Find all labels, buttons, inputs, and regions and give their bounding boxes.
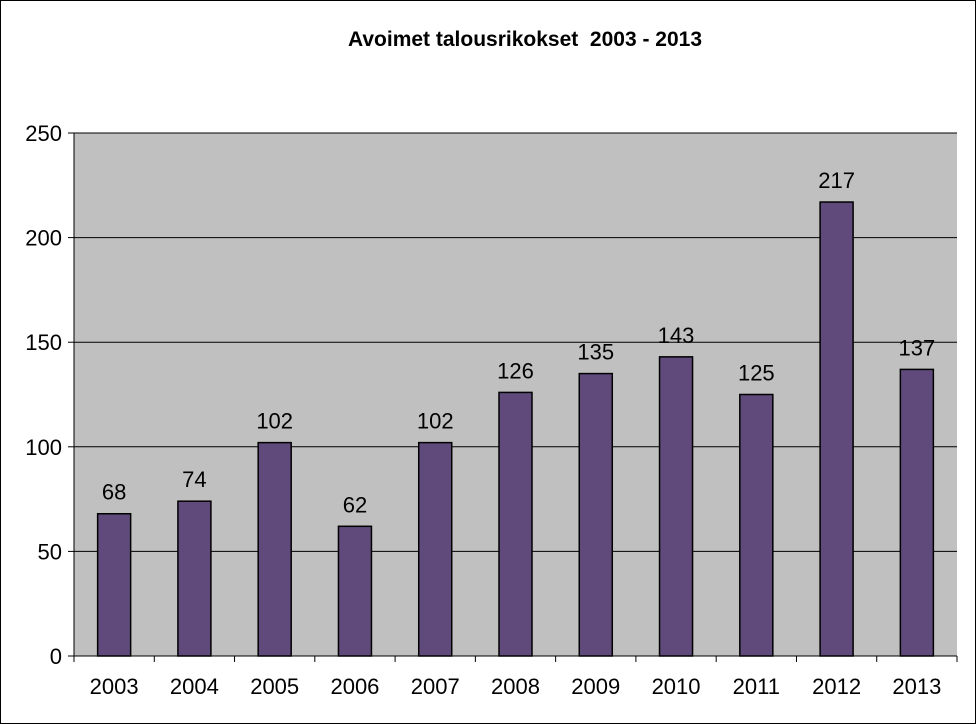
data-label: 143 <box>658 323 695 348</box>
bar <box>498 391 533 657</box>
bar <box>417 441 453 657</box>
axes <box>68 132 958 662</box>
x-tick-label: 2008 <box>491 674 540 699</box>
data-label: 62 <box>343 492 367 517</box>
bar <box>658 356 694 657</box>
bar <box>739 393 774 657</box>
x-tick-label: 2013 <box>892 674 941 699</box>
data-label: 102 <box>256 409 293 434</box>
x-tick-label: 2012 <box>812 674 861 699</box>
x-tick-label: 2010 <box>652 674 701 699</box>
bar <box>819 201 854 657</box>
data-label: 217 <box>818 168 855 193</box>
y-tick-label: 150 <box>25 330 62 355</box>
y-tick-label: 50 <box>38 539 62 564</box>
data-label: 125 <box>738 361 775 386</box>
data-label: 74 <box>182 467 206 492</box>
y-tick-label: 200 <box>25 226 62 251</box>
bar <box>337 525 373 657</box>
x-tick-label: 2006 <box>330 674 379 699</box>
x-tick-label: 2011 <box>733 674 780 699</box>
bar <box>578 372 614 657</box>
data-label: 135 <box>577 340 614 365</box>
x-tick-label: 2004 <box>170 674 219 699</box>
labels: 0 50 100 150 200 250 68 2003 74 2004 102 2005 62 2006… <box>25 121 941 699</box>
bar <box>96 512 132 657</box>
x-tick-label: 2009 <box>571 674 620 699</box>
x-tick-label: 2007 <box>411 674 460 699</box>
bar <box>899 368 935 657</box>
data-label: 126 <box>497 358 534 383</box>
y-tick-label: 0 <box>50 644 62 669</box>
x-tick-label: 2003 <box>90 674 139 699</box>
bar <box>177 500 212 657</box>
data-label: 68 <box>102 480 126 505</box>
chart-title: Avoimet talousrikokset 2003 - 2013 <box>347 28 703 51</box>
x-tick-label: 2005 <box>250 674 299 699</box>
bars <box>96 201 935 657</box>
y-tick-label: 100 <box>25 435 62 460</box>
bar <box>257 441 292 657</box>
data-label: 102 <box>417 409 454 434</box>
data-label: 137 <box>899 335 936 360</box>
y-tick-label: 250 <box>25 121 62 146</box>
